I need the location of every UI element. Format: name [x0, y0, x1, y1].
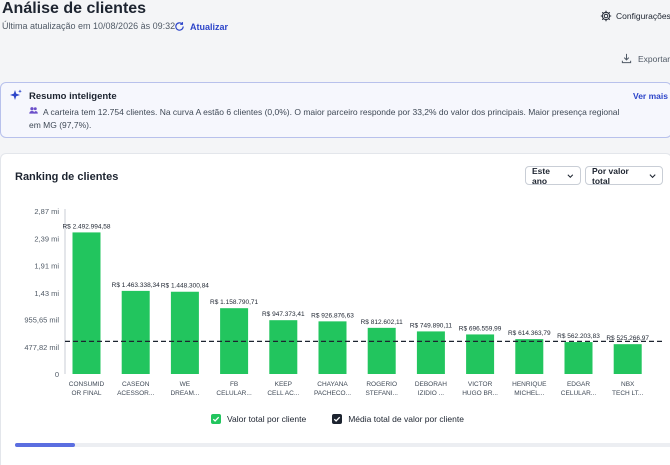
x-tick-label: CASEON — [122, 381, 150, 388]
x-tick-label: ROGERIO — [366, 381, 397, 388]
see-more-link[interactable]: Ver mais — [633, 91, 668, 101]
page-title: Análise de clientes — [2, 0, 147, 17]
bar-value-label: R$ 614.363,79 — [508, 330, 551, 337]
refresh-icon — [175, 22, 184, 31]
bar-12 — [613, 344, 642, 374]
settings-label: Configurações — [616, 11, 670, 21]
bar-11 — [564, 342, 593, 374]
bar-value-label: R$ 696.559,99 — [459, 325, 502, 332]
bar-10 — [515, 339, 544, 374]
period-select-value: Este ano — [532, 165, 550, 186]
users-icon — [29, 107, 38, 114]
legend-item-total[interactable]: Valor total por cliente — [211, 414, 306, 424]
chart-legend: Valor total por cliente Média total de v… — [211, 414, 464, 424]
ranking-card: Ranking de clientes Este ano Por valor t… — [0, 153, 670, 465]
x-tick-label: WE — [180, 381, 191, 388]
x-tick-label: VICTOR — [468, 381, 493, 388]
bar-9 — [466, 334, 495, 374]
y-tick-label: 477,82 mil — [24, 343, 59, 352]
check-icon — [334, 416, 341, 422]
bar-5 — [269, 320, 298, 374]
chart-scrollbar-thumb[interactable] — [15, 443, 75, 447]
bar-2 — [121, 290, 150, 374]
x-tick-label: DREAM... — [170, 390, 199, 397]
x-tick-label: NBX — [621, 381, 635, 388]
smart-summary-panel: Resumo inteligente Ver mais A carteira t… — [0, 82, 670, 138]
y-tick-label: 1,43 mi — [34, 289, 59, 298]
bar-value-label: R$ 947.373,41 — [262, 311, 305, 318]
bar-value-label: R$ 749.890,11 — [410, 322, 453, 329]
bar-3 — [170, 291, 199, 374]
bar-value-label: R$ 812.602,11 — [361, 319, 404, 326]
last-updated-text: Última atualização em 10/08/2026 às 09:3… — [2, 21, 176, 31]
x-tick-label: TECH LT... — [612, 390, 643, 397]
bar-8 — [416, 331, 445, 374]
x-tick-label: KEEP — [275, 381, 292, 388]
bar-1 — [72, 232, 101, 374]
x-tick-label: STEFANI... — [365, 390, 398, 397]
sparkle-icon — [10, 89, 22, 100]
bar-value-label: R$ 2.492.994,58 — [62, 223, 110, 230]
x-tick-label: DEBORAH — [415, 381, 447, 388]
x-tick-label: HENRIQUE — [512, 381, 547, 388]
x-tick-label: HUGO BR... — [462, 390, 498, 397]
ranking-title: Ranking de clientes — [15, 171, 119, 183]
gear-icon — [600, 10, 612, 22]
settings-button[interactable]: Configurações — [600, 10, 670, 22]
x-tick-label: FB — [230, 381, 238, 388]
page-header: Análise de clientes Última atualização e… — [0, 0, 670, 80]
export-button[interactable]: Exportar — [621, 53, 670, 64]
x-tick-label: PACHECO... — [314, 390, 351, 397]
summary-title: Resumo inteligente — [29, 91, 117, 102]
download-icon — [621, 53, 632, 64]
summary-text: A carteira tem 12.754 clientes. Na curva… — [29, 107, 620, 130]
y-tick-label: 955,65 mil — [24, 316, 59, 325]
x-tick-label: CHAYANA — [317, 381, 348, 388]
check-icon — [212, 416, 220, 422]
legend-item-average[interactable]: Média total de valor por cliente — [332, 414, 464, 424]
x-tick-label: OR FINAL — [72, 390, 102, 397]
bar-value-label: R$ 1.158.790,71 — [210, 299, 258, 306]
refresh-button[interactable]: Atualizar — [174, 21, 228, 32]
sort-select[interactable]: Por valor total — [585, 165, 663, 186]
ranking-bar-chart: 2,87 mi 2,39 mi 1,91 mi 1,43 mi 955,65 mil 47… — [24, 207, 663, 397]
chevron-down-icon — [567, 173, 574, 178]
y-tick-label: 1,91 mi — [34, 262, 59, 271]
x-tick-label: ACESSOR... — [117, 390, 154, 397]
bar-value-label: R$ 562.203,83 — [557, 333, 600, 340]
y-tick-label: 2,39 mi — [34, 234, 59, 243]
bar-value-label: R$ 1.448.300,84 — [161, 283, 209, 290]
bar-value-label: R$ 926.876,63 — [311, 312, 354, 319]
export-label: Exportar — [638, 53, 670, 64]
x-tick-label: CELL AC... — [267, 390, 299, 397]
x-tick-label: CELULAR... — [561, 390, 597, 397]
y-tick-label: 2,87 mi — [34, 207, 59, 216]
sort-select-value: Por valor total — [592, 165, 629, 186]
legend-label-total: Valor total por cliente — [227, 414, 307, 424]
x-tick-label: MICHEL... — [514, 390, 544, 397]
chart-scrollbar[interactable] — [15, 443, 670, 447]
bar-value-label: R$ 525.266,97 — [606, 335, 649, 342]
x-tick-label: CONSUMID — [69, 381, 105, 388]
refresh-label: Atualizar — [190, 21, 229, 32]
x-tick-label: IZIDIO ... — [418, 390, 445, 397]
bar-7 — [367, 327, 396, 374]
x-tick-label: EDGAR — [567, 381, 590, 388]
legend-checkbox-total[interactable] — [211, 414, 221, 424]
x-tick-label: CELULAR... — [216, 390, 252, 397]
y-tick-label: 0 — [55, 370, 59, 379]
legend-checkbox-average[interactable] — [332, 414, 343, 424]
bar-value-label: R$ 1.463.338,34 — [112, 282, 160, 289]
period-select[interactable]: Este ano — [525, 165, 581, 186]
chevron-down-icon — [649, 173, 656, 178]
legend-label-average: Média total de valor por cliente — [348, 414, 464, 424]
bar-6 — [318, 321, 347, 374]
